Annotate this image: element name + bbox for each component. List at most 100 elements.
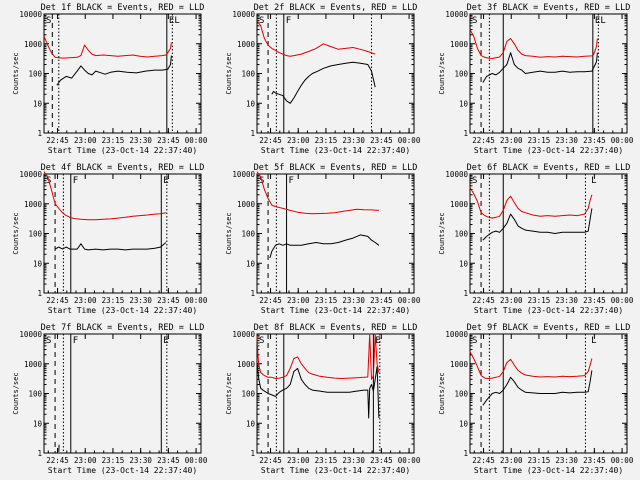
marker-label-e: E — [595, 16, 600, 26]
lld-series-line — [43, 171, 166, 221]
x-tick-label: 23:45 — [157, 456, 180, 465]
x-tick-label: 23:15 — [528, 296, 551, 305]
lld-series-line — [43, 36, 172, 59]
y-axis-label: Counts/sec — [438, 52, 446, 94]
x-tick-label: 23:00 — [287, 136, 310, 145]
y-tick-label: 10000 — [232, 330, 255, 339]
x-tick-label: 22:45 — [472, 456, 495, 465]
marker-label-e: E — [163, 336, 168, 346]
marker-label-l: L — [600, 16, 605, 26]
marker-label-e: E — [163, 176, 168, 186]
y-tick-label: 1 — [250, 129, 255, 138]
x-tick-label: 23:30 — [129, 136, 152, 145]
y-tick-label: 10 — [33, 99, 43, 108]
plot-frame — [256, 13, 415, 134]
x-tick-label: 23:00 — [287, 456, 310, 465]
y-tick-label: 100 — [28, 230, 42, 239]
lld-series-line — [256, 171, 379, 215]
y-tick-label: 1000 — [24, 360, 43, 369]
marker-label-s: S — [472, 336, 477, 346]
lld-series-line — [469, 187, 593, 219]
x-tick-label: 23:00 — [74, 136, 97, 145]
marker-label-s: S — [46, 336, 51, 346]
x-tick-label: 00:00 — [398, 296, 421, 305]
y-tick-label: 1000 — [237, 40, 256, 49]
x-tick-label: 23:15 — [102, 136, 125, 145]
x-tick-label: 22:45 — [46, 296, 69, 305]
x-tick-label: 23:30 — [342, 296, 365, 305]
plot-frame — [43, 173, 202, 294]
y-tick-label: 1000 — [237, 200, 256, 209]
events-series-line — [271, 61, 376, 104]
plot-frame — [469, 173, 628, 294]
x-axis-label: Start Time (23-Oct-14 22:37:40) — [48, 146, 197, 155]
y-tick-label: 1000 — [450, 200, 469, 209]
y-tick-label: 100 — [454, 70, 468, 79]
lld-series-line — [256, 333, 380, 380]
x-tick-label: 23:15 — [102, 296, 125, 305]
x-tick-label: 23:30 — [129, 296, 152, 305]
x-tick-label: 00:00 — [398, 136, 421, 145]
x-tick-label: 23:30 — [129, 456, 152, 465]
x-tick-label: 23:00 — [74, 456, 97, 465]
panel-det-5f: Det 5f BLACK = Events, RED = LLD 1 10 100 10… — [225, 163, 421, 315]
panel-title: Det 7f BLACK = Events, RED = LLD — [41, 323, 205, 333]
panel-det-7f: Det 7f BLACK = Events, RED = LLD 1 10 100 10… — [12, 323, 208, 475]
x-tick-label: 23:45 — [157, 296, 180, 305]
panel-det-3f: Det 3f BLACK = Events, RED = LLD 1 10 100 10… — [438, 3, 634, 155]
y-tick-label: 1 — [463, 449, 468, 458]
y-tick-label: 1 — [250, 449, 255, 458]
x-tick-label: 23:30 — [342, 136, 365, 145]
panel-title: Det 6f BLACK = Events, RED = LLD — [467, 163, 631, 173]
y-tick-label: 100 — [241, 230, 255, 239]
x-tick-label: 23:00 — [500, 296, 523, 305]
y-axis-label: Counts/sec — [438, 212, 446, 254]
y-axis-label: Counts/sec — [438, 372, 446, 414]
x-tick-label: 00:00 — [185, 456, 208, 465]
panel-det-1f: Det 1f BLACK = Events, RED = LLD 1 10 100 10… — [12, 3, 208, 155]
x-tick-label: 00:00 — [611, 296, 634, 305]
events-series-line — [256, 361, 380, 419]
x-tick-label: 23:00 — [500, 456, 523, 465]
y-tick-label: 10000 — [445, 330, 468, 339]
y-tick-label: 10 — [459, 99, 469, 108]
panel-det-2f: Det 2f BLACK = Events, RED = LLD 1 10 100 10… — [225, 3, 421, 155]
x-axis-label: Start Time (23-Oct-14 22:37:40) — [474, 466, 623, 475]
y-tick-label: 10 — [246, 99, 256, 108]
y-tick-label: 1000 — [450, 360, 469, 369]
x-tick-label: 23:30 — [555, 296, 578, 305]
x-tick-label: 22:45 — [472, 296, 495, 305]
y-tick-label: 10000 — [19, 10, 42, 19]
panel-det-9f: Det 9f BLACK = Events, RED = LLD 1 10 100 10… — [438, 323, 634, 475]
y-axis-label: Counts/sec — [12, 372, 20, 414]
y-tick-label: 1000 — [24, 40, 43, 49]
y-tick-label: 1000 — [237, 360, 256, 369]
marker-label-s: S — [259, 16, 264, 26]
x-tick-label: 23:15 — [315, 296, 338, 305]
x-tick-label: 22:45 — [46, 456, 69, 465]
y-tick-label: 100 — [28, 390, 42, 399]
y-tick-label: 1000 — [450, 40, 469, 49]
x-tick-label: 23:45 — [157, 136, 180, 145]
x-tick-label: 00:00 — [611, 456, 634, 465]
x-tick-label: 23:00 — [74, 296, 97, 305]
y-tick-label: 100 — [241, 390, 255, 399]
y-tick-label: 10000 — [19, 170, 42, 179]
panel-title: Det 4f BLACK = Events, RED = LLD — [41, 163, 205, 173]
events-series-line — [54, 242, 167, 251]
y-tick-label: 10000 — [445, 10, 468, 19]
x-tick-label: 23:30 — [555, 456, 578, 465]
panel-title: Det 8f BLACK = Events, RED = LLD — [254, 323, 418, 333]
events-series-line — [482, 370, 593, 406]
panel-det-8f: Det 8f BLACK = Events, RED = LLD 1 10 100 10… — [225, 323, 421, 475]
y-tick-label: 1 — [463, 129, 468, 138]
y-tick-label: 10000 — [232, 10, 255, 19]
x-axis-label: Start Time (23-Oct-14 22:37:40) — [261, 466, 410, 475]
x-tick-label: 22:45 — [259, 456, 282, 465]
x-tick-label: 23:30 — [342, 456, 365, 465]
panel-det-6f: Det 6f BLACK = Events, RED = LLD 1 10 100 10… — [438, 163, 634, 315]
y-tick-label: 10000 — [19, 330, 42, 339]
x-tick-label: 00:00 — [185, 296, 208, 305]
events-series-line — [56, 55, 172, 86]
